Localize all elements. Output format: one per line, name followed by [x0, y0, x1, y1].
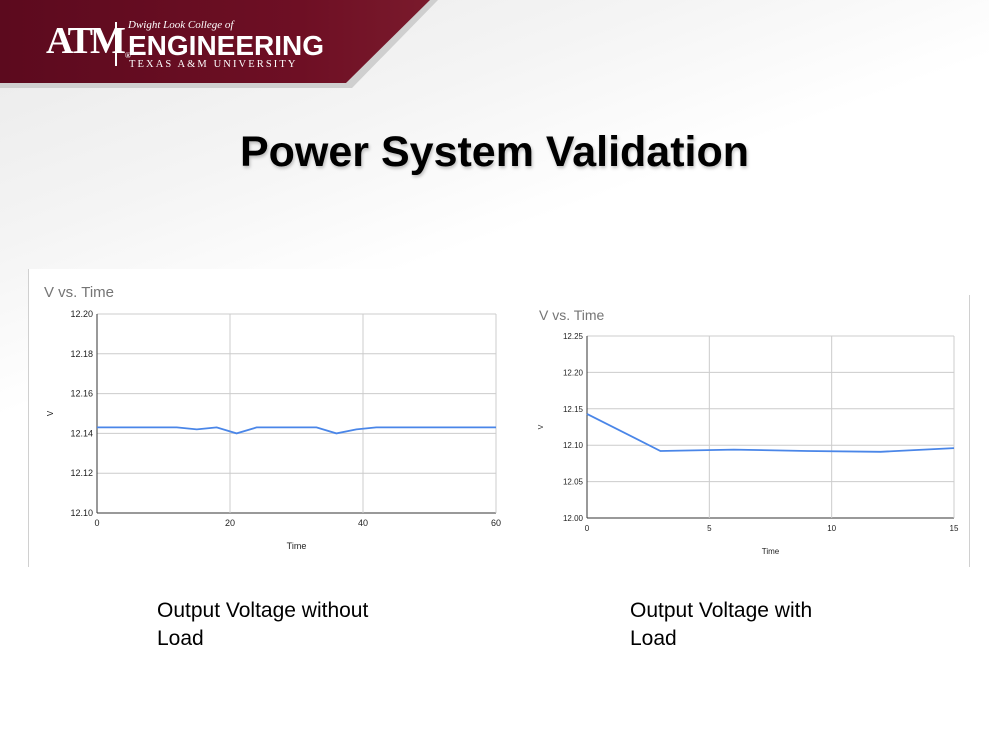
university-name: TEXAS A&M UNIVERSITY [129, 59, 298, 70]
caption-with-load: Output Voltage with Load [630, 599, 813, 650]
y-tick-label: 12.15 [563, 405, 584, 414]
x-axis-label: Time [762, 547, 780, 556]
x-tick-label: 60 [491, 518, 501, 528]
x-tick-label: 0 [585, 524, 590, 533]
series-line [586, 413, 955, 453]
series-line [97, 426, 496, 435]
college-name: Dwight Look College of [128, 19, 234, 31]
x-tick-label: 5 [707, 524, 712, 533]
x-tick-label: 10 [827, 524, 836, 533]
y-tick-label: 12.10 [70, 508, 93, 518]
slide-title: Power System Validation [239, 128, 749, 176]
x-tick-label: 20 [225, 518, 235, 528]
engineering-wordmark: ENGINEERING [128, 30, 325, 61]
y-tick-label: 12.12 [70, 468, 93, 478]
voltage-chart-without-load: V vs. Time 12.10 12.12 12.14 12.16 12.18 12.20… [44, 284, 501, 551]
y-tick-label: 12.20 [563, 368, 584, 377]
y-tick-label: 12.14 [70, 428, 93, 438]
logo-divider [115, 22, 117, 66]
chart-panel-without-load: V vs. Time 12.10 12.12 12.14 12.16 12.18 12.20… [28, 269, 504, 567]
x-axis-label: Time [287, 541, 307, 551]
y-tick-label: 12.10 [563, 441, 584, 450]
chart-title: V vs. Time [44, 284, 114, 301]
y-axis-label: V [46, 410, 55, 416]
y-tick-label: 12.16 [70, 389, 93, 399]
x-tick-label: 15 [950, 524, 959, 533]
y-axis-label: V [538, 424, 545, 429]
banner-background [0, 0, 438, 88]
y-tick-label: 12.20 [70, 309, 93, 319]
atm-logo-text: ATM [46, 20, 126, 62]
atm-logo[interactable]: ATM ® [46, 20, 131, 62]
x-tick-label: 40 [358, 518, 368, 528]
y-tick-label: 12.25 [563, 332, 584, 341]
header-banner: ATM ® Dwight Look College of ENGINEERING… [0, 0, 989, 92]
chart-panel-with-load: V vs. Time 12.00 12.05 12.10 12.15 12.20 12.25… [520, 295, 970, 567]
chart-title: V vs. Time [539, 307, 605, 323]
y-tick-label: 12.05 [563, 478, 584, 487]
voltage-chart-with-load: V vs. Time 12.00 12.05 12.10 12.15 12.20 12.25… [538, 307, 959, 556]
y-tick-label: 12.00 [563, 514, 584, 523]
caption-without-load: Output Voltage without Load [157, 599, 369, 650]
y-tick-label: 12.18 [70, 349, 93, 359]
x-tick-label: 0 [94, 518, 99, 528]
